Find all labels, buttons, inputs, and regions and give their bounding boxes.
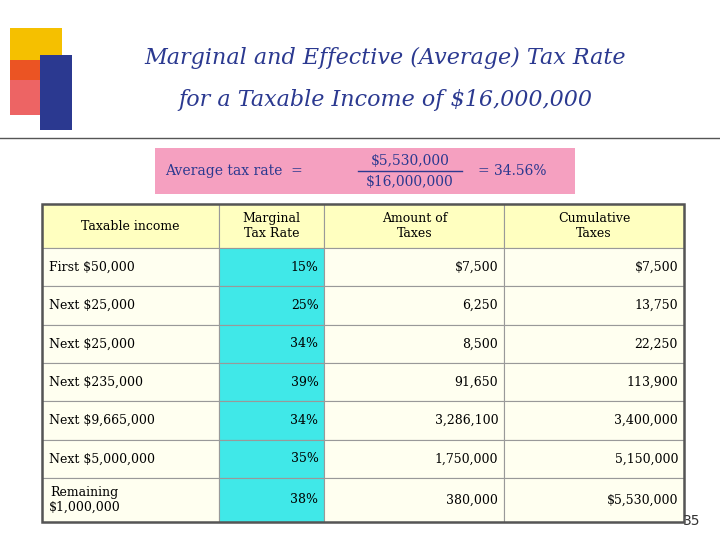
FancyBboxPatch shape	[219, 325, 325, 363]
FancyBboxPatch shape	[504, 286, 684, 325]
FancyBboxPatch shape	[155, 148, 575, 194]
Text: Cumulative
Taxes: Cumulative Taxes	[558, 212, 630, 240]
FancyBboxPatch shape	[219, 286, 325, 325]
FancyBboxPatch shape	[504, 401, 684, 440]
FancyBboxPatch shape	[504, 363, 684, 401]
Text: $5,530,000: $5,530,000	[606, 494, 678, 507]
Text: 5,150,000: 5,150,000	[614, 453, 678, 465]
Text: Amount of
Taxes: Amount of Taxes	[382, 212, 447, 240]
Text: 113,900: 113,900	[626, 376, 678, 389]
Text: Next $5,000,000: Next $5,000,000	[49, 453, 155, 465]
Text: 380,000: 380,000	[446, 494, 498, 507]
FancyBboxPatch shape	[42, 248, 219, 286]
FancyBboxPatch shape	[325, 401, 504, 440]
FancyBboxPatch shape	[10, 60, 48, 115]
FancyBboxPatch shape	[325, 478, 504, 522]
Text: 35%: 35%	[291, 453, 318, 465]
Text: 22,250: 22,250	[634, 338, 678, 350]
Text: 35: 35	[683, 514, 700, 528]
FancyBboxPatch shape	[325, 286, 504, 325]
FancyBboxPatch shape	[504, 204, 684, 248]
Text: 25%: 25%	[291, 299, 318, 312]
Text: $7,500: $7,500	[454, 261, 498, 274]
Text: $5,530,000: $5,530,000	[371, 154, 449, 168]
FancyBboxPatch shape	[219, 440, 325, 478]
Text: = 34.56%: = 34.56%	[478, 164, 546, 178]
FancyBboxPatch shape	[10, 28, 62, 80]
FancyBboxPatch shape	[325, 325, 504, 363]
FancyBboxPatch shape	[504, 248, 684, 286]
FancyBboxPatch shape	[504, 325, 684, 363]
Text: 6,250: 6,250	[463, 299, 498, 312]
FancyBboxPatch shape	[42, 440, 219, 478]
FancyBboxPatch shape	[325, 204, 504, 248]
FancyBboxPatch shape	[325, 248, 504, 286]
FancyBboxPatch shape	[42, 325, 219, 363]
FancyBboxPatch shape	[40, 55, 72, 130]
Text: 1,750,000: 1,750,000	[435, 453, 498, 465]
Text: 34%: 34%	[290, 338, 318, 350]
Text: Average tax rate  =: Average tax rate =	[165, 164, 302, 178]
Text: Marginal and Effective (Average) Tax Rate: Marginal and Effective (Average) Tax Rat…	[144, 47, 626, 69]
FancyBboxPatch shape	[325, 363, 504, 401]
FancyBboxPatch shape	[325, 440, 504, 478]
FancyBboxPatch shape	[42, 478, 219, 522]
Text: 3,400,000: 3,400,000	[614, 414, 678, 427]
FancyBboxPatch shape	[42, 204, 219, 248]
Text: 38%: 38%	[290, 494, 318, 507]
FancyBboxPatch shape	[219, 478, 325, 522]
FancyBboxPatch shape	[219, 363, 325, 401]
Text: Taxable income: Taxable income	[81, 219, 179, 233]
FancyBboxPatch shape	[219, 401, 325, 440]
Text: Marginal
Tax Rate: Marginal Tax Rate	[243, 212, 300, 240]
FancyBboxPatch shape	[42, 401, 219, 440]
Text: 15%: 15%	[291, 261, 318, 274]
Text: 91,650: 91,650	[454, 376, 498, 389]
FancyBboxPatch shape	[504, 478, 684, 522]
Text: 3,286,100: 3,286,100	[435, 414, 498, 427]
Text: 34%: 34%	[290, 414, 318, 427]
FancyBboxPatch shape	[219, 248, 325, 286]
Text: for a Taxable Income of $16,000,000: for a Taxable Income of $16,000,000	[178, 89, 592, 111]
Text: $16,000,000: $16,000,000	[366, 176, 454, 190]
Text: 13,750: 13,750	[634, 299, 678, 312]
Text: 39%: 39%	[291, 376, 318, 389]
Text: 8,500: 8,500	[462, 338, 498, 350]
Text: Remaining
$1,000,000: Remaining $1,000,000	[49, 486, 121, 514]
FancyBboxPatch shape	[42, 286, 219, 325]
Text: Next $9,665,000: Next $9,665,000	[49, 414, 155, 427]
Text: Next $25,000: Next $25,000	[49, 299, 135, 312]
Text: First $50,000: First $50,000	[49, 261, 135, 274]
FancyBboxPatch shape	[504, 440, 684, 478]
Text: $7,500: $7,500	[634, 261, 678, 274]
Text: Next $25,000: Next $25,000	[49, 338, 135, 350]
FancyBboxPatch shape	[42, 363, 219, 401]
FancyBboxPatch shape	[219, 204, 325, 248]
Text: Next $235,000: Next $235,000	[49, 376, 143, 389]
